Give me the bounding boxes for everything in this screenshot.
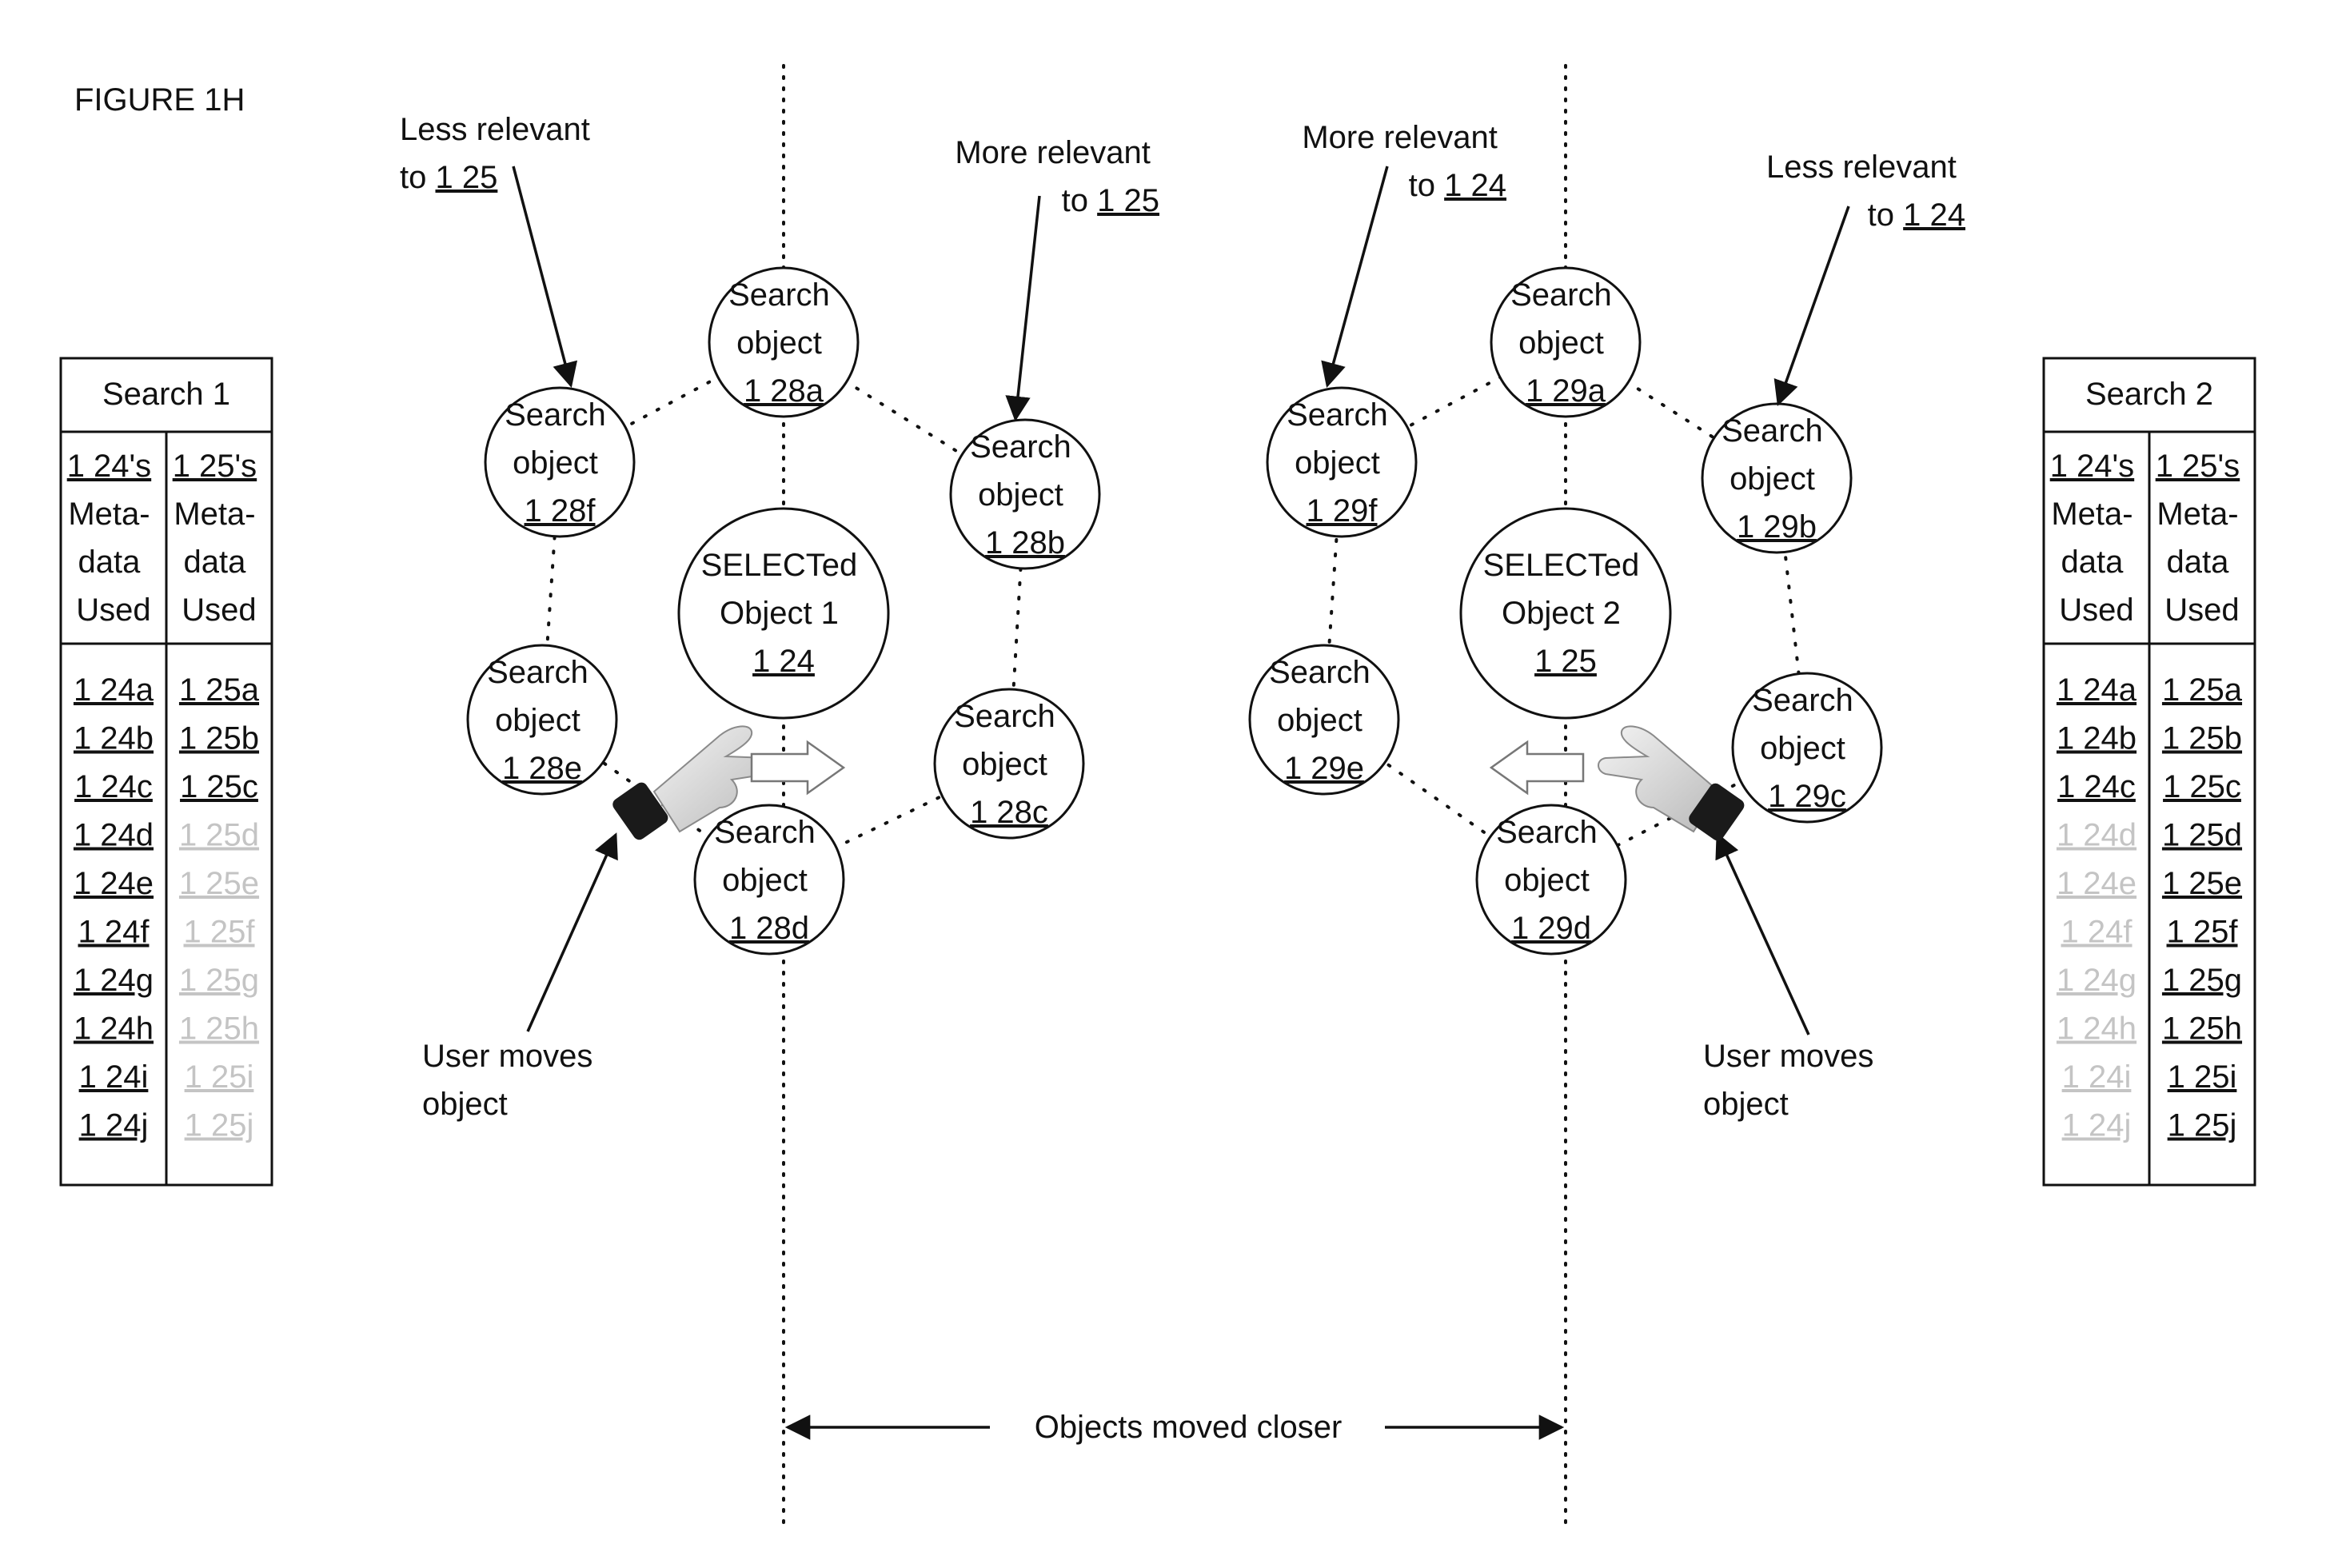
metadata-item: 1 24j	[79, 1108, 149, 1143]
search-1-col1-header: 1 24's Meta- data Used	[67, 449, 161, 628]
moved-closer-label: Objects moved closer	[1035, 1410, 1343, 1445]
search-object-129e[interactable]: Search object 1 29e	[1250, 645, 1398, 794]
user-moves-arrow-1	[528, 835, 616, 1031]
metadata-item: 1 25h	[2162, 1011, 2242, 1047]
figure-label: FIGURE 1H	[74, 82, 245, 118]
search-2-title: Search 2	[2085, 377, 2213, 412]
metadata-item: 1 24b	[2057, 721, 2137, 756]
cluster-2: SELECTed Object 2 1 25 Search object 1 2…	[1250, 120, 1965, 1122]
user-moves-label-1: User moves object	[422, 1039, 602, 1122]
svg-text:Search object: Search object 1 28c	[954, 699, 1064, 830]
metadata-item: 1 24h	[74, 1011, 154, 1047]
selected-object-1[interactable]: SELECTed Object 1 1 24	[679, 509, 888, 718]
metadata-item: 1 24j	[2062, 1108, 2132, 1143]
less-relevant-label-1: Less relevant to 1 25	[400, 112, 599, 195]
metadata-item: 1 24h	[2057, 1011, 2137, 1047]
metadata-item: 1 24i	[79, 1059, 149, 1095]
search-2-col1-header: 1 24's Meta- data Used	[2050, 449, 2144, 628]
metadata-item: 1 25d	[179, 818, 259, 853]
metadata-item: 1 25g	[2162, 963, 2242, 998]
search-object-128f[interactable]: Search object 1 28f	[485, 388, 634, 537]
metadata-item: 1 25c	[2163, 769, 2241, 804]
search-1-col2-header: 1 25's Meta- data Used	[173, 449, 266, 628]
metadata-item: 1 25b	[2162, 721, 2242, 756]
metadata-item: 1 25i	[185, 1059, 254, 1095]
pointing-hand-icon-2	[1598, 726, 1747, 843]
metadata-item: 1 24f	[2061, 915, 2133, 950]
metadata-item: 1 25b	[179, 721, 259, 756]
metadata-item: 1 24e	[74, 866, 154, 901]
more-relevant-arrow-1	[1015, 196, 1039, 419]
metadata-item: 1 25f	[184, 915, 256, 950]
metadata-item: 1 24a	[74, 672, 154, 708]
metadata-item: 1 24a	[2057, 672, 2137, 708]
search-1-table: Search 1 1 24's Meta- data Used 1 25's M…	[61, 358, 272, 1185]
metadata-item: 1 24g	[2057, 963, 2137, 998]
search-object-129b[interactable]: Search object 1 29b	[1702, 404, 1851, 553]
hollow-arrow-right-icon	[752, 742, 844, 793]
cluster-1: SELECTed Object 1 1 24 Search object 1 2…	[400, 112, 1159, 1122]
metadata-item: 1 25h	[179, 1011, 259, 1047]
metadata-item: 1 25j	[2168, 1108, 2237, 1143]
search-object-129f[interactable]: Search object 1 29f	[1267, 388, 1416, 537]
metadata-item: 1 24i	[2062, 1059, 2132, 1095]
svg-text:Search object: Search object 1 29b	[1722, 413, 1832, 545]
metadata-item: 1 25g	[179, 963, 259, 998]
less-relevant-arrow-2	[1778, 206, 1849, 404]
search-2-col2-list: 1 25a 1 25b 1 25c 1 25d 1 25e 1 25f 1 25g 1 25h…	[2162, 672, 2243, 1143]
search-1-col1-list: 1 24a 1 24b 1 24c 1 24d 1 24e 1 24f 1 24g 1 24h…	[74, 672, 154, 1143]
moved-closer-indicator: Objects moved closer	[788, 1410, 1562, 1445]
metadata-item: 1 24f	[78, 915, 150, 950]
more-relevant-label-2: More relevant to 1 24	[1302, 120, 1506, 203]
search-2-table: Search 2 1 24's Meta- data Used 1 25's M…	[2044, 358, 2255, 1185]
search-1-col2-list: 1 25a 1 25b 1 25c 1 25d 1 25e 1 25f 1 25g 1 25h…	[179, 672, 260, 1143]
user-moves-arrow-2	[1718, 835, 1809, 1035]
less-relevant-arrow-1	[513, 166, 571, 385]
search-object-128d[interactable]: Search object 1 28d	[695, 805, 844, 954]
metadata-item: 1 25e	[179, 866, 259, 901]
selected-object-2[interactable]: SELECTed Object 2 1 25	[1461, 509, 1670, 718]
search-2-col2-header: 1 25's Meta- data Used	[2156, 449, 2249, 628]
svg-text:Search object: Search object 1 29e	[1269, 655, 1379, 786]
svg-text:Search object: Search object 1 28b	[970, 429, 1080, 561]
svg-text:Search object: Search object 1 29a	[1510, 277, 1621, 409]
search-object-128c[interactable]: Search object 1 28c	[935, 689, 1083, 838]
svg-text:Search object: Search object 1 28e	[487, 655, 597, 786]
more-relevant-label-1: More relevant to 1 25	[955, 135, 1159, 218]
svg-text:Search object: Search object 1 29c	[1752, 683, 1862, 814]
metadata-item: 1 25e	[2162, 866, 2242, 901]
metadata-item: 1 25d	[2162, 818, 2242, 853]
metadata-item: 1 25a	[2162, 672, 2243, 708]
metadata-item: 1 24d	[74, 818, 154, 853]
search-object-129a[interactable]: Search object 1 29a	[1491, 268, 1640, 417]
metadata-item: 1 25c	[180, 769, 258, 804]
search-2-col1-list: 1 24a 1 24b 1 24c 1 24d 1 24e 1 24f 1 24g 1 24h…	[2057, 672, 2137, 1143]
more-relevant-arrow-2	[1327, 166, 1387, 385]
search-object-128e[interactable]: Search object 1 28e	[468, 645, 616, 794]
user-moves-label-2: User moves object	[1703, 1039, 1883, 1122]
metadata-item: 1 24g	[74, 963, 154, 998]
search-object-129c[interactable]: Search object 1 29c	[1733, 673, 1881, 822]
metadata-item: 1 25f	[2167, 915, 2239, 950]
metadata-item: 1 24d	[2057, 818, 2137, 853]
svg-text:Search object: Search object 1 29d	[1496, 815, 1606, 946]
search-object-129d[interactable]: Search object 1 29d	[1477, 805, 1626, 954]
hollow-arrow-left-icon	[1491, 742, 1583, 793]
metadata-item: 1 24c	[2057, 769, 2136, 804]
metadata-item: 1 24e	[2057, 866, 2137, 901]
search-object-128a[interactable]: Search object 1 28a	[709, 268, 858, 417]
metadata-item: 1 24b	[74, 721, 154, 756]
metadata-item: 1 25j	[185, 1108, 254, 1143]
metadata-item: 1 25a	[179, 672, 260, 708]
less-relevant-label-2: Less relevant to 1 24	[1766, 150, 1965, 233]
search-1-title: Search 1	[102, 377, 230, 412]
search-object-128b[interactable]: Search object 1 28b	[951, 420, 1099, 569]
metadata-item: 1 25i	[2168, 1059, 2237, 1095]
svg-text:Search object: Search object 1 28d	[714, 815, 824, 946]
metadata-item: 1 24c	[74, 769, 153, 804]
svg-text:Search object: Search object 1 28a	[728, 277, 839, 409]
